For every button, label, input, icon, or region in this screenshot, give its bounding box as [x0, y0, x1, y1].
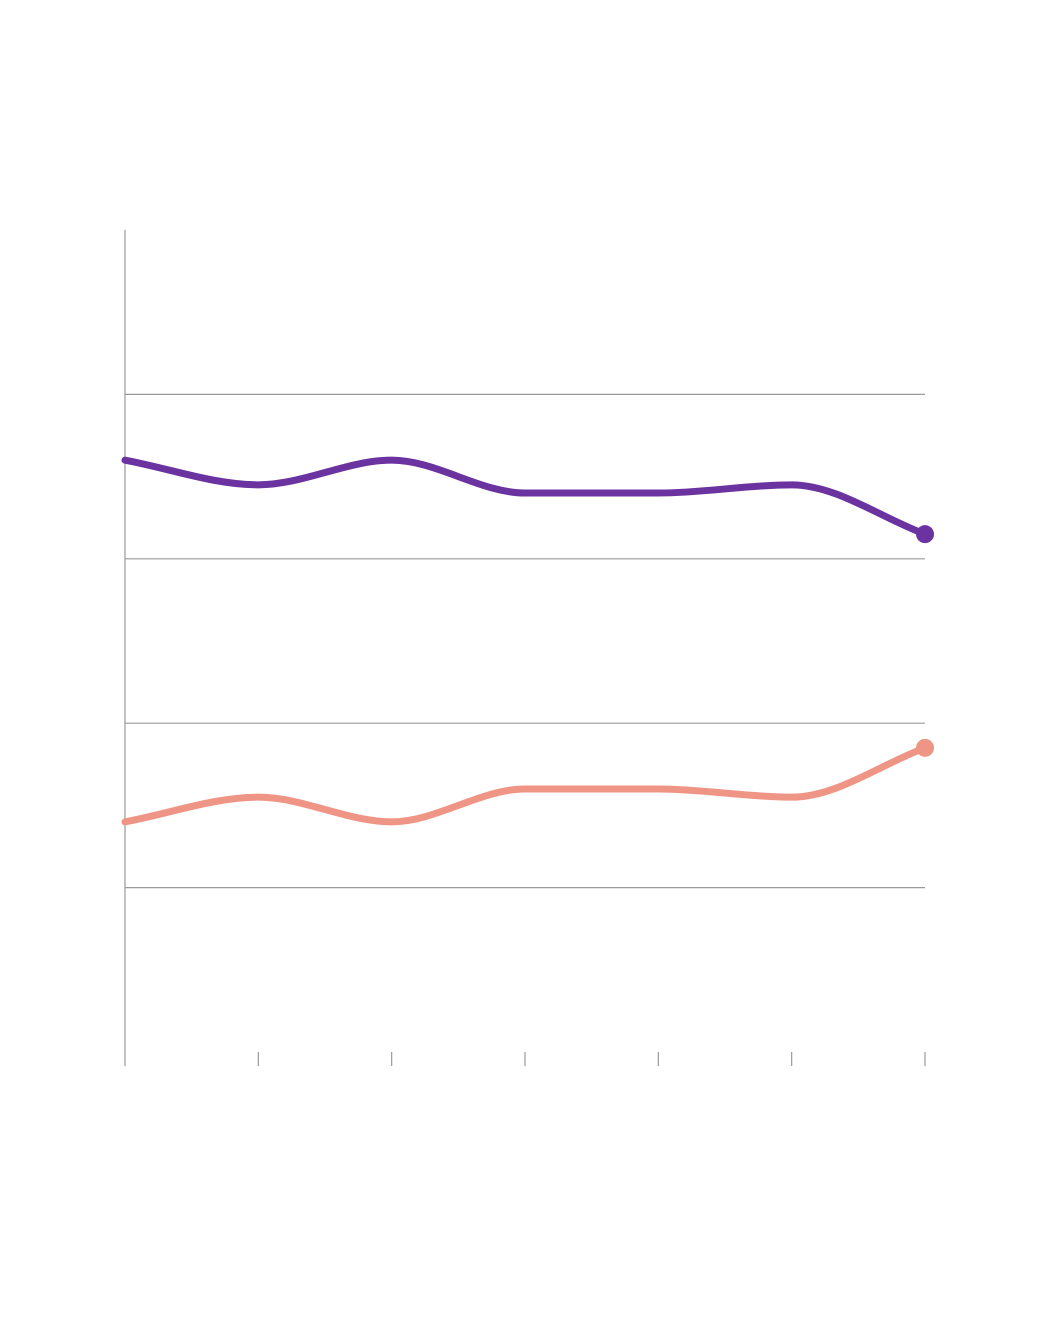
axes: [124, 230, 926, 1066]
series-lines: [121, 456, 929, 826]
series-end-marker-1: [916, 525, 934, 544]
y-gridlines: [125, 393, 925, 889]
end-markers: [916, 525, 934, 757]
series-line-2: [121, 744, 929, 826]
series-end-marker-2: [916, 738, 934, 757]
series-line-1: [121, 456, 929, 538]
